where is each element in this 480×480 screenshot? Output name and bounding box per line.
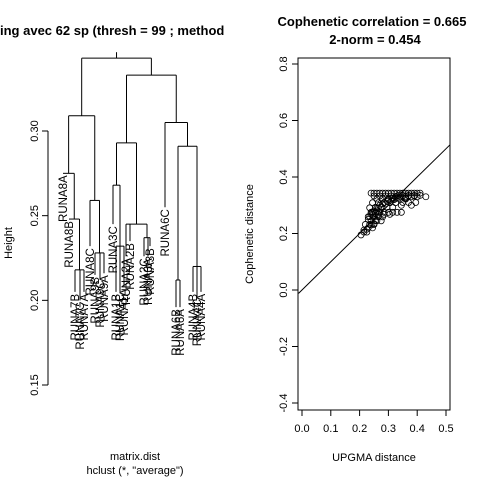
dendrogram-leaf-labels: RUNA7BRUNA7CRUNA7ARUNA8BRUNA8ARUNA8CRUNA… [58, 175, 208, 356]
dendrogram-leaf-label: RUNA1A [119, 288, 131, 335]
dendrogram-leaf-label: RUNA7B [70, 294, 82, 341]
dendrogram-y-tick-label: 0.15 [29, 374, 41, 395]
scatter-x-tick-label: 0.4 [410, 423, 425, 435]
scatter-x-tick-label: 0.0 [294, 423, 309, 435]
scatter-plot-area [298, 144, 451, 294]
dendrogram-leaf-label: RUNA3C [108, 226, 120, 273]
dendrogram-y-ticks: 0.15 0.20 0.25 0.30 [29, 120, 48, 396]
dendrogram-leaf-label: RUNA2B [125, 243, 137, 290]
dendrogram-y-label: Height [3, 227, 15, 259]
dendrogram-leaf-label: RUNA7C [75, 302, 87, 349]
scatter-y-tick-label: 0.4 [278, 169, 290, 184]
scatter-point [384, 208, 392, 216]
dendrogram-leaf-label: RUNA2C [139, 258, 151, 305]
dendrogram-leaf-label: RUNA8B [64, 221, 76, 268]
scatter-point [366, 221, 374, 228]
scatter-y-tick-label: 0.2 [278, 226, 290, 241]
scatter-y-tick-label: 0.6 [278, 113, 290, 128]
dendrogram-leaf-label: RUNA6C [160, 209, 172, 256]
dendrogram-title: ing avec 62 sp (thresh = 99 ; method [0, 23, 224, 38]
cophenetic-panel: Cophenetic correlation = 0.665 2-norm = … [244, 14, 466, 464]
dendrogram-leaf-label: RUNA7A [79, 294, 91, 341]
dendrogram-leaf-label: RUNA1C [115, 294, 127, 341]
dendrogram-leaf-label: RUNA6B [171, 309, 183, 356]
dendrogram-y-tick-label: 0.25 [29, 205, 41, 226]
scatter-point [363, 228, 371, 236]
dendrogram-leaf-label: RUNA1B [111, 294, 123, 341]
dendrogram-leaf-label: RUNA9A [99, 275, 111, 322]
scatter-point [422, 193, 430, 201]
dendrogram-panel: ing avec 62 sp (thresh = 99 ; method 0.1… [0, 23, 224, 477]
scatter-x-tick-label: 0.2 [352, 423, 367, 435]
scatter-plot-box [297, 57, 451, 411]
scatter-point [399, 199, 407, 206]
dendrogram-leaf-label: RUNA8C [85, 248, 97, 295]
dendrogram-leaf-label: RUNA4A [196, 294, 208, 341]
scatter-point [370, 221, 378, 228]
scatter-x-label: UPGMA distance [332, 452, 416, 464]
scatter-y-tick-label: -0.4 [278, 394, 290, 413]
dendrogram-leaf-label: RUNA6A [175, 309, 187, 356]
dendrogram-tree [63, 52, 202, 308]
dendrogram-leaf-label: RUNA4B [188, 294, 200, 341]
scatter-title: Cophenetic correlation = 0.665 [278, 14, 467, 29]
dendrogram-y-tick-label: 0.20 [29, 290, 41, 311]
scatter-y-label: Cophenetic distance [244, 184, 256, 284]
scatter-point [397, 208, 405, 216]
dendrogram-leaf-label: RUNA8A [58, 175, 70, 222]
dendrogram-y-tick-label: 0.30 [29, 120, 41, 141]
scatter-subtitle: 2-norm = 0.454 [329, 32, 421, 47]
scatter-y-tick-label: 0.8 [278, 56, 290, 71]
scatter-x-tick-label: 0.3 [381, 423, 396, 435]
scatter-point [366, 204, 374, 212]
scatter-x-ticks: 0.0 0.1 0.2 0.3 0.4 0.5 [294, 410, 454, 435]
dendrogram-leaf-label: RUNA9C [95, 280, 107, 327]
scatter-y-ticks: -0.4 -0.2 0.0 0.2 0.4 0.6 0.8 [278, 56, 298, 412]
scatter-point [377, 217, 385, 225]
scatter-point [412, 199, 420, 206]
dendrogram-leaf-label: RUNA3B [145, 248, 157, 295]
scatter-y-tick-label: 0.0 [278, 282, 290, 297]
dendrogram-leaf-label: RUNA9B [90, 277, 102, 324]
dendrogram-leaf-label: RUNA2A [121, 258, 133, 305]
scatter-point [416, 189, 424, 197]
scatter-point [389, 203, 397, 211]
scatter-point [410, 192, 418, 200]
scatter-y-tick-label: -0.2 [278, 337, 290, 356]
scatter-point [393, 208, 401, 216]
scatter-point [386, 210, 394, 218]
dendrogram-x-label: matrix.dist [110, 451, 160, 463]
dendrogram-x-sublabel: hclust (*, "average") [86, 465, 183, 477]
dendrogram-leaf-label: RUNA4C [192, 299, 204, 346]
scatter-x-tick-label: 0.1 [323, 423, 338, 435]
dendrogram-leaf-label: RUNA3A [143, 258, 155, 305]
scatter-x-tick-label: 0.5 [438, 423, 453, 435]
